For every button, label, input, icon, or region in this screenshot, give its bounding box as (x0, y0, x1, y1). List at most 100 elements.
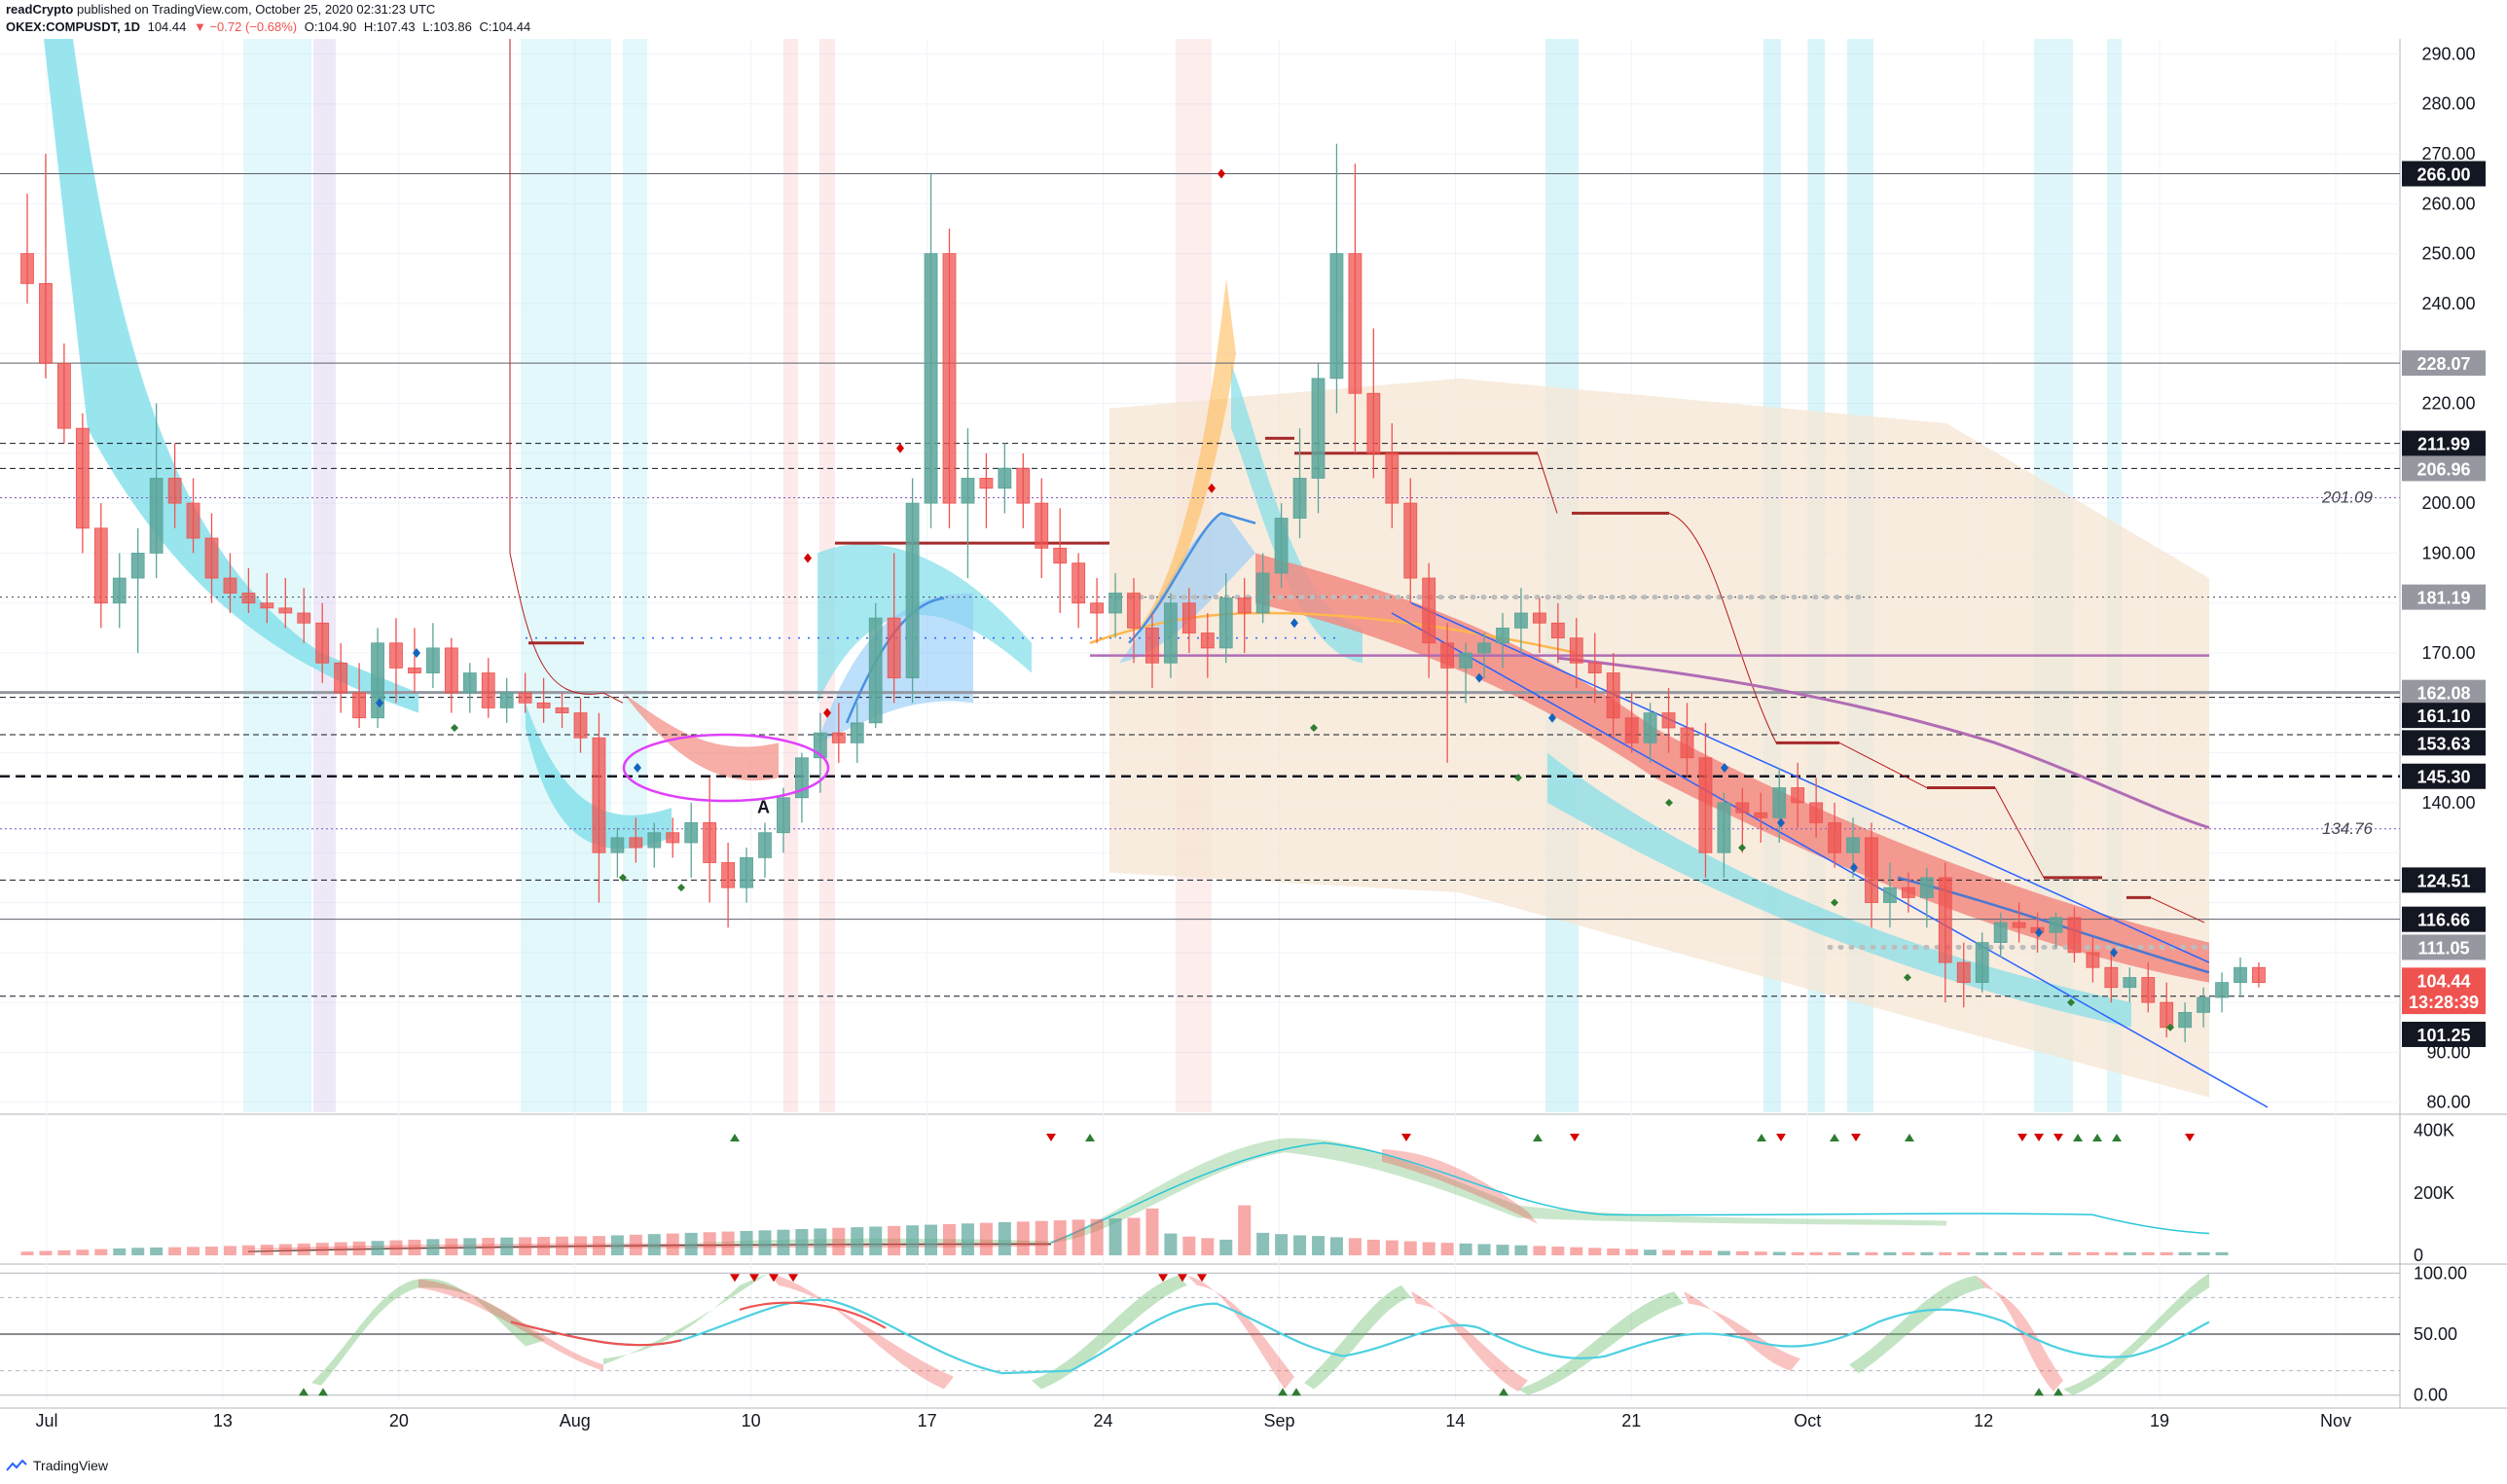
annotation-label: 134.76 (2322, 819, 2374, 838)
price-tag[interactable]: 124.51 (2402, 867, 2486, 893)
volume-bar (925, 1224, 938, 1255)
candle-body (887, 617, 901, 679)
candle-up (112, 553, 127, 629)
price-tag-bg (2402, 350, 2486, 377)
candle-up (740, 848, 753, 903)
signal-diamond (896, 443, 904, 453)
volume-bar (1681, 1249, 1693, 1255)
volume-bar (592, 1236, 605, 1255)
signal-diamond (1721, 763, 1728, 774)
price-tag[interactable]: 161.10 (2402, 703, 2486, 729)
price-tag-label: 104.44 (2416, 971, 2470, 991)
volume-bar (500, 1237, 514, 1255)
price-tag[interactable]: 228.07 (2402, 350, 2486, 377)
volume-signal-marker (1533, 1134, 1543, 1141)
volume-bar (1514, 1245, 1528, 1255)
volume-bar (1127, 1217, 1141, 1255)
author-name[interactable]: readCrypto (6, 2, 74, 17)
volume-bar (629, 1234, 642, 1255)
candle-down (444, 637, 458, 713)
candle-down (1366, 328, 1381, 479)
tradingview-footer[interactable]: TradingView (6, 1458, 108, 1473)
price-tag-bg (2402, 730, 2486, 756)
candle-body (408, 668, 421, 673)
candle-body (2215, 982, 2229, 998)
signal-diamond (1777, 817, 1785, 828)
candle-up (1496, 612, 1509, 669)
candle-up (777, 787, 790, 853)
volume-bar (1459, 1243, 1472, 1255)
oscillator-band-green (311, 1278, 545, 1386)
time-axis-label: 10 (742, 1411, 761, 1430)
price-tag[interactable]: 206.96 (2402, 455, 2486, 482)
volume-bar (1108, 1218, 1122, 1255)
candle-down (352, 663, 367, 728)
price-tag-bg (2402, 455, 2486, 482)
price-tag[interactable]: 181.19 (2402, 584, 2486, 610)
price-tag[interactable]: 111.05 (2402, 934, 2486, 960)
volume-bar (2123, 1251, 2136, 1255)
pattern-label-a: A (757, 797, 770, 816)
price-tag[interactable]: 211.99 (2402, 430, 2486, 456)
candle-down (1072, 553, 1086, 629)
price-tag[interactable]: 266.00 (2402, 161, 2486, 187)
volume-signal-marker (1851, 1134, 1861, 1141)
candle-body (1035, 502, 1049, 549)
signal-diamond-green (2166, 1023, 2174, 1032)
candle-up (2234, 957, 2247, 998)
candle-body (1772, 787, 1787, 818)
volume-bar (1754, 1251, 1767, 1255)
price-tag[interactable]: 13:28:39 (2402, 989, 2486, 1015)
volume-bar (1275, 1234, 1289, 1255)
candle-body (573, 712, 588, 739)
time-axis-label: Oct (1794, 1411, 1821, 1430)
price-tag[interactable]: 145.30 (2402, 763, 2486, 789)
candle-body (1938, 877, 1952, 963)
oscillator-signal-line (510, 1298, 2210, 1375)
candle-down (297, 588, 311, 643)
volume-bar (76, 1249, 90, 1255)
highlight-column (623, 39, 647, 1112)
signal-diamond (1217, 168, 1225, 179)
oscillator-band-red (769, 1273, 954, 1390)
candle-body (186, 502, 200, 539)
highlight-column (243, 39, 311, 1112)
volume-bar (1607, 1248, 1620, 1255)
candle-down (1237, 578, 1252, 654)
candle-body (2086, 952, 2100, 968)
candle-down (315, 602, 330, 683)
candle-up (684, 802, 699, 878)
candle-up (850, 703, 864, 763)
candle-up (1164, 593, 1178, 678)
volume-bar (315, 1243, 329, 1255)
candle-down (2067, 907, 2082, 963)
volume-signal-marker (2092, 1134, 2102, 1141)
price-tag[interactable]: 104.44 (2402, 967, 2486, 994)
candle-down (1680, 703, 1694, 778)
price-axis-tick: 240.00 (2421, 294, 2475, 313)
publisher-line: readCrypto published on TradingView.com,… (6, 2, 435, 17)
oscillator-signal-marker (1291, 1388, 1301, 1396)
volume-bar (1865, 1251, 1878, 1255)
candle-body (721, 862, 735, 888)
candle-down (2104, 952, 2119, 1003)
time-axis-label: 13 (213, 1411, 233, 1430)
price-tag-bg (2402, 703, 2486, 729)
candle-body (1606, 672, 1620, 719)
price-tag-label: 153.63 (2416, 734, 2470, 753)
volume-bar (1994, 1251, 2008, 1255)
volume-bar (2141, 1251, 2155, 1255)
volume-bar (1902, 1251, 1915, 1255)
price-tag[interactable]: 116.66 (2402, 906, 2486, 932)
ohlc-low: L:103.86 (422, 19, 472, 34)
volume-signal-marker (1046, 1134, 1056, 1141)
candle-body (1550, 622, 1565, 639)
candle-body (961, 478, 975, 504)
price-tag[interactable]: 153.63 (2402, 730, 2486, 756)
price-tag[interactable]: 162.08 (2402, 679, 2486, 706)
price-tag-label: 181.19 (2416, 589, 2470, 608)
candle-body (629, 837, 643, 849)
price-tag[interactable]: 101.25 (2402, 1021, 2486, 1047)
candle-body (1218, 597, 1233, 649)
